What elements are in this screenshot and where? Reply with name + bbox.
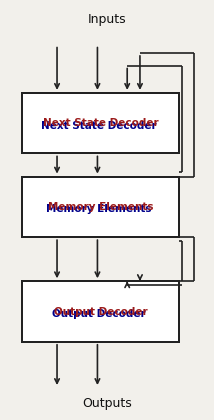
Text: Next State Decoder: Next State Decoder <box>41 121 157 131</box>
Text: Memory Elements: Memory Elements <box>46 205 152 214</box>
Text: Output Decoder: Output Decoder <box>52 309 146 319</box>
FancyBboxPatch shape <box>22 281 179 342</box>
Text: Next State Decoder: Next State Decoder <box>43 118 158 128</box>
FancyBboxPatch shape <box>22 93 179 153</box>
Text: Inputs: Inputs <box>88 13 126 26</box>
Text: Memory Elements: Memory Elements <box>48 202 153 212</box>
FancyBboxPatch shape <box>22 176 179 237</box>
Text: Output Decoder: Output Decoder <box>54 307 147 317</box>
Text: Outputs: Outputs <box>82 397 132 410</box>
